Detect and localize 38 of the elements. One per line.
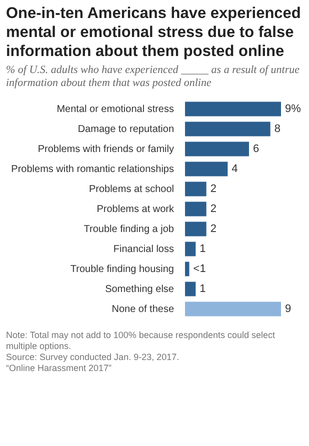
chart-subtitle: % of U.S. adults who have experienced _____ as a result of untrue information about them that was posted online: [6, 64, 300, 90]
data-label: 6: [253, 143, 260, 156]
y-tick-label: Trouble finding a job: [84, 224, 174, 235]
bar: [185, 202, 206, 216]
bar: [185, 282, 196, 296]
y-tick-label: Damage to reputation: [78, 124, 174, 135]
y-tick-label: Problems at school: [88, 184, 174, 195]
data-label: 8: [274, 123, 280, 136]
data-label: 2: [210, 223, 216, 236]
data-label: <1: [193, 263, 206, 276]
text: “Online Harassment 2017”: [6, 363, 113, 374]
chart-title: One-in-ten Americans have experienced mental or emotional stress due to false information about them posted online: [6, 4, 302, 61]
bar: [185, 122, 270, 136]
bar: [185, 142, 249, 156]
y-tick-label: Mental or emotional stress: [56, 104, 174, 115]
bar: [185, 182, 206, 196]
data-label: 2: [210, 203, 216, 216]
y-tick-label: Trouble finding housing: [70, 264, 174, 275]
data-label: 2: [210, 183, 216, 196]
bar: [185, 102, 281, 116]
y-tick-label: None of these: [112, 304, 174, 315]
bar: [185, 302, 281, 316]
y-tick-label: Problems with romantic relationships: [11, 164, 174, 175]
bar: [185, 162, 228, 176]
source-note: Source: Survey conducted Jan. 9-23, 2017.: [6, 352, 180, 363]
data-label: 1: [200, 283, 206, 296]
bar: [185, 242, 196, 256]
y-tick-label: Problems at work: [96, 204, 175, 215]
text: Note: Total may not add to 100% because respondents could select multiple options.: [6, 330, 276, 352]
data-label: 4: [232, 163, 238, 176]
y-tick-label: Problems with friends or family: [38, 144, 174, 155]
y-tick-label: Something else: [105, 284, 174, 295]
data-label: 9: [285, 303, 292, 316]
data-label: 1: [200, 243, 206, 256]
data-label: 9%: [285, 103, 302, 116]
y-tick-label: Financial loss: [113, 244, 174, 255]
bar: [185, 262, 190, 276]
bar: [185, 222, 206, 236]
